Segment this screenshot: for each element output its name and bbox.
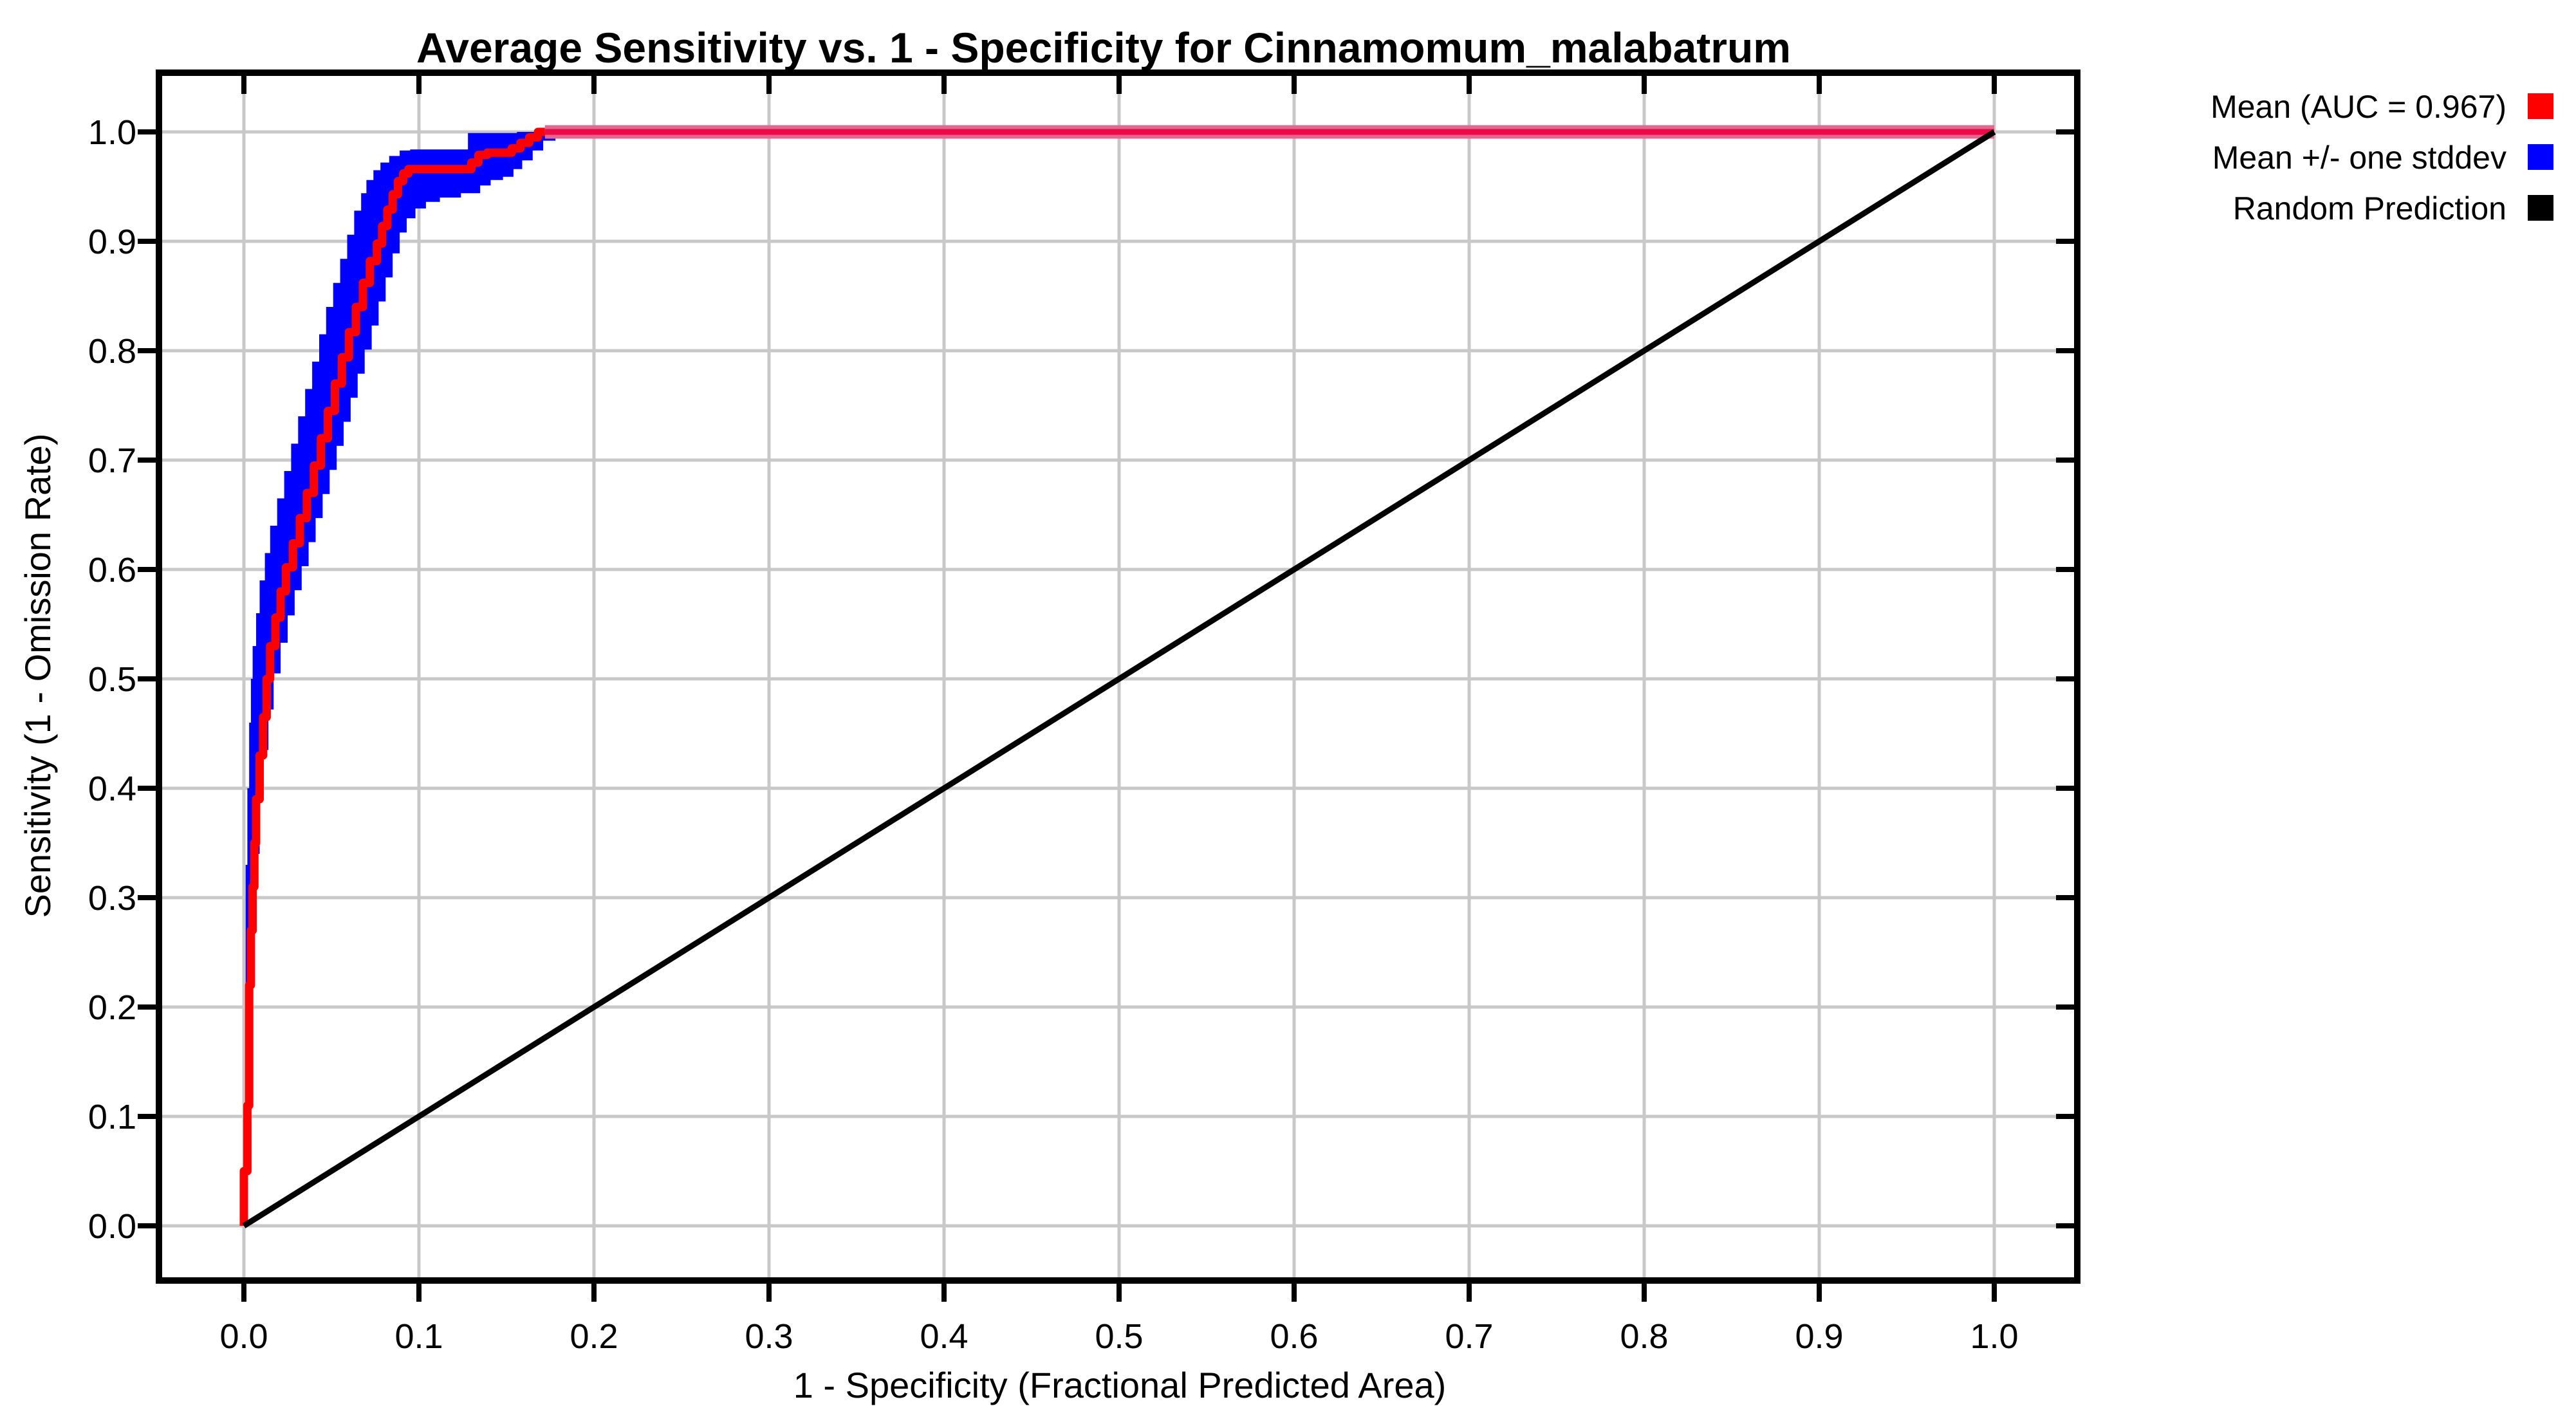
y-tick-label: 0.3 — [88, 879, 136, 918]
legend-label: Mean (AUC = 0.967) — [2210, 89, 2507, 125]
x-tick-label: 0.1 — [394, 1317, 443, 1356]
y-tick-label: 0.5 — [88, 660, 136, 699]
x-axis-label: 1 - Specificity (Fractional Predicted Ar… — [793, 1365, 1447, 1405]
y-tick-label: 0.2 — [88, 988, 136, 1027]
y-axis-label: Sensitivity (1 - Omission Rate) — [17, 433, 58, 918]
y-tick-label: 0.8 — [88, 332, 136, 371]
mean-roc-line — [239, 127, 545, 1226]
axes-and-ticks — [138, 69, 2080, 1302]
x-tick-label: 1.0 — [1970, 1317, 2018, 1356]
x-tick-label: 0.5 — [1095, 1317, 1143, 1356]
legend-swatch — [2528, 195, 2553, 221]
legend: Mean (AUC = 0.967) Mean +/- one stddev Ran… — [2210, 89, 2553, 227]
chart-title: Average Sensitivity vs. 1 - Specificity … — [416, 24, 1791, 71]
x-tick-label: 0.4 — [920, 1317, 968, 1356]
labels-layer: Average Sensitivity vs. 1 - Specificity … — [17, 24, 2019, 1405]
x-tick-label: 0.3 — [745, 1317, 793, 1356]
x-tick-label: 0.8 — [1620, 1317, 1668, 1356]
x-tick-label: 0.9 — [1795, 1317, 1843, 1356]
y-tick-label: 0.1 — [88, 1098, 136, 1136]
y-tick-label: 0.7 — [88, 441, 136, 480]
x-tick-label: 0.6 — [1270, 1317, 1318, 1356]
legend-label: Random Prediction — [2233, 190, 2507, 227]
stddev-band-layer — [244, 132, 568, 1226]
legend-swatch — [2528, 93, 2553, 119]
x-tick-label: 0.0 — [219, 1317, 268, 1356]
x-tick-label: 0.7 — [1445, 1317, 1493, 1356]
legend-label: Mean +/- one stddev — [2212, 140, 2507, 176]
x-tick-label: 0.2 — [570, 1317, 618, 1356]
y-tick-label: 0.4 — [88, 770, 136, 808]
legend-swatch — [2528, 144, 2553, 170]
y-tick-label: 0.6 — [88, 551, 136, 589]
stddev-band — [244, 132, 568, 1226]
random-prediction-line — [242, 129, 1996, 1228]
curve-layer — [239, 125, 1996, 1228]
y-tick-label: 1.0 — [88, 113, 136, 152]
y-tick-label: 0.0 — [88, 1207, 136, 1246]
y-tick-label: 0.9 — [88, 223, 136, 261]
